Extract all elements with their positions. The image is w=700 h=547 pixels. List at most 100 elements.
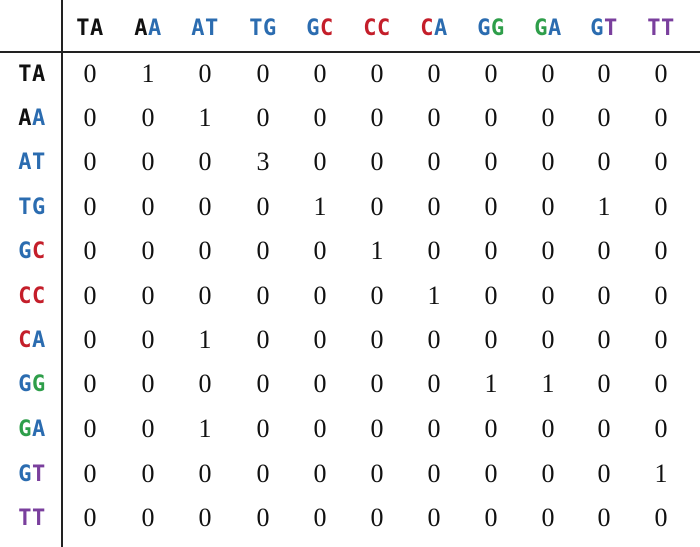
- matrix-cell: 0: [83, 236, 97, 265]
- row-header-at-letter: A: [18, 149, 32, 175]
- matrix-cell: 0: [141, 192, 155, 221]
- matrix-cell: 0: [597, 59, 611, 88]
- matrix-cell: 0: [198, 281, 212, 310]
- matrix-cell: 0: [313, 281, 327, 310]
- row-header-tg-letter: T: [18, 194, 32, 220]
- matrix-cell: 0: [141, 281, 155, 310]
- matrix-cell: 0: [427, 103, 441, 132]
- matrix-cell: 0: [313, 236, 327, 265]
- column-header-ga-letter: A: [548, 15, 562, 41]
- matrix-cell: 0: [313, 503, 327, 532]
- column-header-ca-letter: C: [420, 15, 434, 41]
- matrix-cell: 0: [141, 414, 155, 443]
- column-header-at-letter: A: [191, 15, 205, 41]
- matrix-cell: 0: [541, 414, 555, 443]
- matrix-cell: 0: [427, 59, 441, 88]
- matrix-cell: 0: [484, 192, 498, 221]
- matrix-cell: 0: [484, 281, 498, 310]
- column-header-cc-letter: C: [377, 15, 391, 41]
- matrix-cell: 0: [427, 369, 441, 398]
- column-header-ta-letter: T: [76, 15, 90, 41]
- matrix-cell: 0: [256, 103, 270, 132]
- matrix-cell: 1: [597, 192, 611, 221]
- matrix-cell: 0: [484, 236, 498, 265]
- matrix-cell: 0: [597, 503, 611, 532]
- matrix-cell: 0: [83, 414, 97, 443]
- matrix-cell: 0: [427, 192, 441, 221]
- column-header-aa-letter: A: [148, 15, 162, 41]
- row-header-ca-letter: A: [32, 327, 46, 353]
- matrix-cell: 0: [83, 192, 97, 221]
- matrix-cell: 0: [484, 147, 498, 176]
- matrix-cell: 0: [597, 281, 611, 310]
- column-header-ca-letter: A: [434, 15, 448, 41]
- matrix-cell: 0: [141, 103, 155, 132]
- matrix-cell: 0: [541, 103, 555, 132]
- matrix-cell: 0: [370, 281, 384, 310]
- row-header-gg-letter: G: [18, 371, 32, 397]
- matrix-cell: 0: [256, 59, 270, 88]
- matrix-cell: 0: [654, 147, 668, 176]
- row-header-gg-letter: G: [32, 371, 46, 397]
- matrix-cell: 0: [597, 147, 611, 176]
- row-header-at-letter: T: [32, 149, 46, 175]
- matrix-cell: 0: [313, 369, 327, 398]
- matrix-cell: 0: [83, 281, 97, 310]
- matrix-cell: 0: [198, 147, 212, 176]
- matrix-cell: 0: [370, 503, 384, 532]
- column-header-gc-letter: G: [306, 15, 320, 41]
- column-header-gc-letter: C: [320, 15, 334, 41]
- matrix-cell: 1: [198, 103, 212, 132]
- header-column-divider: [61, 0, 63, 547]
- matrix-cell: 1: [198, 414, 212, 443]
- matrix-cell: 0: [427, 503, 441, 532]
- matrix-cell: 0: [256, 414, 270, 443]
- matrix-cell: 0: [597, 325, 611, 354]
- row-header-cc-letter: C: [32, 283, 46, 309]
- column-header-ga-letter: G: [534, 15, 548, 41]
- column-header-tg-letter: G: [263, 15, 277, 41]
- matrix-cell: 0: [427, 325, 441, 354]
- row-header-gc-letter: G: [18, 238, 32, 264]
- matrix-cell: 0: [256, 325, 270, 354]
- matrix-cell: 1: [484, 369, 498, 398]
- matrix-cell: 0: [256, 459, 270, 488]
- matrix-cell: 1: [654, 459, 668, 488]
- matrix-cell: 0: [654, 369, 668, 398]
- matrix-cell: 0: [83, 103, 97, 132]
- matrix-cell: 0: [541, 59, 555, 88]
- row-header-cc-letter: C: [18, 283, 32, 309]
- matrix-cell: 0: [141, 325, 155, 354]
- matrix-cell: 0: [256, 503, 270, 532]
- row-header-ta-letter: A: [32, 61, 46, 87]
- matrix-cell: 0: [256, 369, 270, 398]
- matrix-cell: 0: [427, 414, 441, 443]
- matrix-cell: 0: [198, 369, 212, 398]
- matrix-cell: 1: [370, 236, 384, 265]
- matrix-cell: 0: [654, 503, 668, 532]
- matrix-cell: 0: [427, 236, 441, 265]
- matrix-cell: 0: [654, 103, 668, 132]
- matrix-cell: 0: [654, 414, 668, 443]
- matrix-cell: 0: [484, 503, 498, 532]
- matrix-cell: 0: [654, 325, 668, 354]
- matrix-cell: 0: [141, 147, 155, 176]
- matrix-cell: 0: [541, 503, 555, 532]
- matrix-cell: 0: [313, 103, 327, 132]
